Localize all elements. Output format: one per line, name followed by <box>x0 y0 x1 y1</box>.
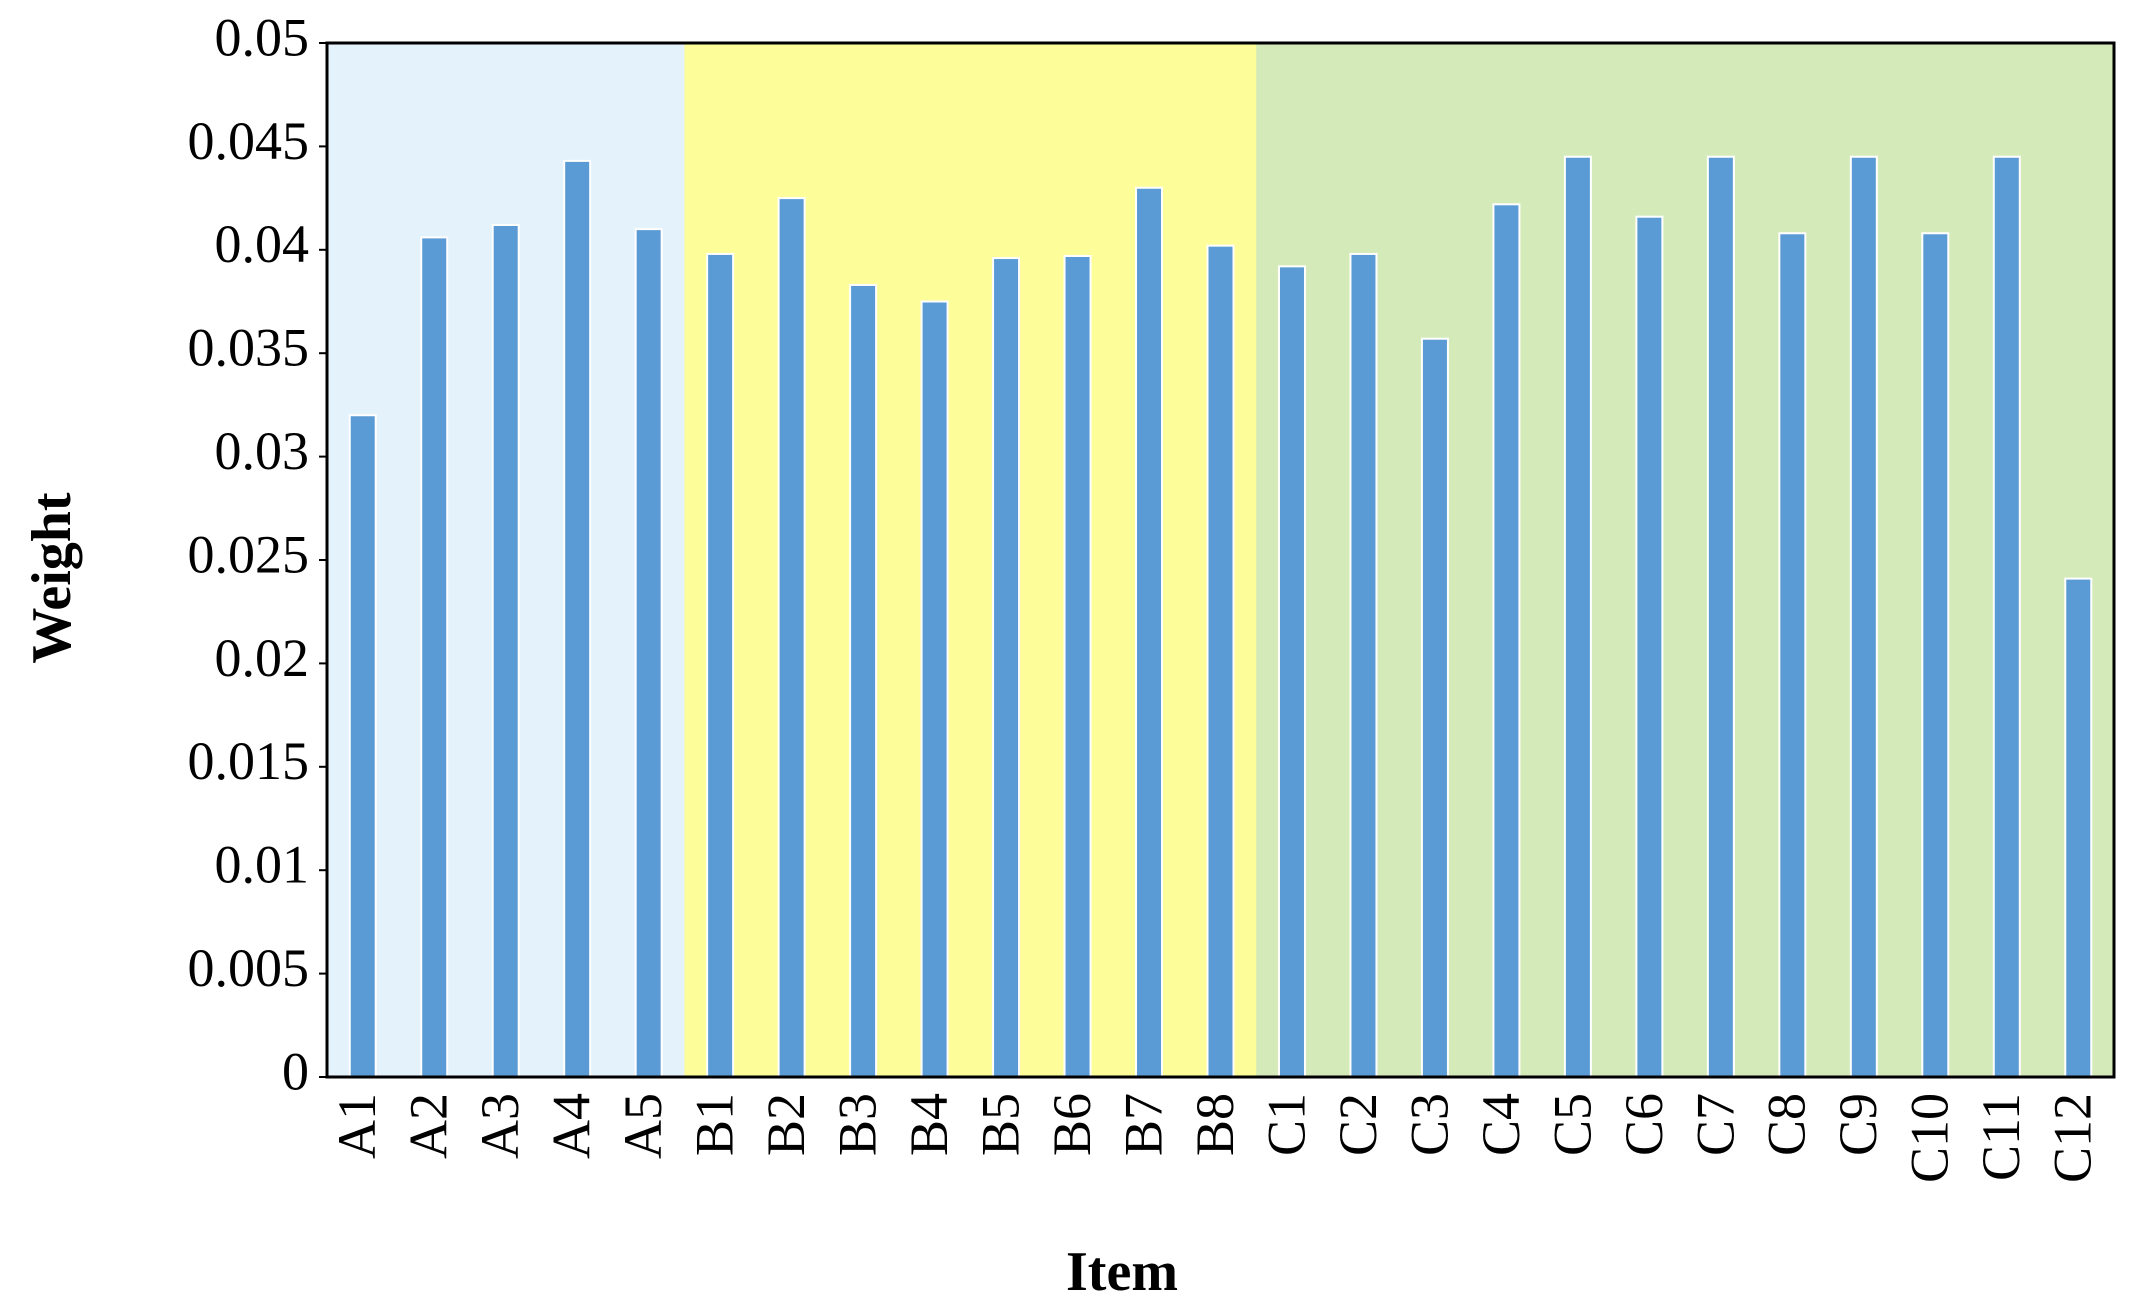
y-tick-label: 0.04 <box>215 214 310 274</box>
y-tick-label: 0.035 <box>188 318 310 378</box>
bar <box>1921 232 1950 1079</box>
bar <box>1778 232 1807 1079</box>
bar <box>491 223 520 1078</box>
bar <box>1420 337 1449 1078</box>
bar <box>1063 255 1092 1078</box>
bar <box>1563 155 1592 1079</box>
x-tick-label: B7 <box>1113 1093 1173 1156</box>
x-tick-label: B1 <box>685 1093 745 1156</box>
x-tick-label: A2 <box>399 1093 459 1159</box>
bar <box>1277 265 1306 1078</box>
x-tick-label: B5 <box>970 1093 1030 1156</box>
x-tick-label: C9 <box>1828 1093 1888 1156</box>
bar <box>1635 215 1664 1079</box>
y-tick-label: 0.015 <box>188 731 310 791</box>
bar <box>849 283 878 1078</box>
x-tick-label: B8 <box>1185 1093 1245 1156</box>
bar <box>992 257 1021 1078</box>
x-tick-label: C3 <box>1399 1093 1459 1156</box>
bar <box>2064 577 2093 1078</box>
y-tick-label: 0.005 <box>188 938 310 998</box>
x-tick-label: A3 <box>470 1093 530 1159</box>
x-tick-label: C6 <box>1614 1093 1674 1156</box>
x-tick-label: C2 <box>1328 1093 1388 1156</box>
plot-frame <box>325 41 2116 1079</box>
x-tick-label: C5 <box>1542 1093 1602 1156</box>
x-tick-label: A4 <box>542 1093 602 1159</box>
x-tick-label: C7 <box>1685 1093 1745 1156</box>
y-tick-label: 0.045 <box>188 111 310 171</box>
x-tick-label: A1 <box>327 1093 387 1159</box>
y-axis-title: Weight <box>21 492 83 663</box>
x-tick-label: B3 <box>827 1093 887 1156</box>
y-tick-label: 0.025 <box>188 524 310 584</box>
y-tick-label: 0.05 <box>215 7 310 67</box>
x-tick-label: C10 <box>1900 1093 1960 1183</box>
bar <box>920 300 949 1078</box>
x-tick-label: B6 <box>1042 1093 1102 1156</box>
y-tick-label: 0.01 <box>215 835 310 895</box>
bar <box>1206 244 1235 1078</box>
bar <box>420 236 449 1078</box>
bar <box>706 252 735 1079</box>
bar <box>1706 155 1735 1079</box>
x-tick-label: A5 <box>613 1093 673 1159</box>
bar <box>1992 155 2021 1079</box>
y-tick-label: 0 <box>282 1041 309 1101</box>
bar <box>1349 252 1378 1079</box>
y-tick-label: 0.03 <box>215 421 310 481</box>
bar <box>777 197 806 1079</box>
x-tick-label: B2 <box>756 1093 816 1156</box>
x-tick-label: C11 <box>1971 1093 2031 1181</box>
x-tick-label: C1 <box>1256 1093 1316 1156</box>
x-tick-label: C12 <box>2043 1093 2103 1183</box>
x-tick-label: B4 <box>899 1093 959 1156</box>
y-tick-label: 0.02 <box>215 628 310 688</box>
bar <box>563 159 592 1079</box>
bar <box>1135 186 1164 1078</box>
bar <box>1492 203 1521 1078</box>
bar <box>634 228 663 1078</box>
x-tick-label: C8 <box>1757 1093 1817 1156</box>
bar <box>1849 155 1878 1079</box>
x-tick-label: C4 <box>1471 1093 1531 1156</box>
bar <box>348 414 377 1078</box>
x-axis-title: Item <box>1066 1241 1178 1303</box>
